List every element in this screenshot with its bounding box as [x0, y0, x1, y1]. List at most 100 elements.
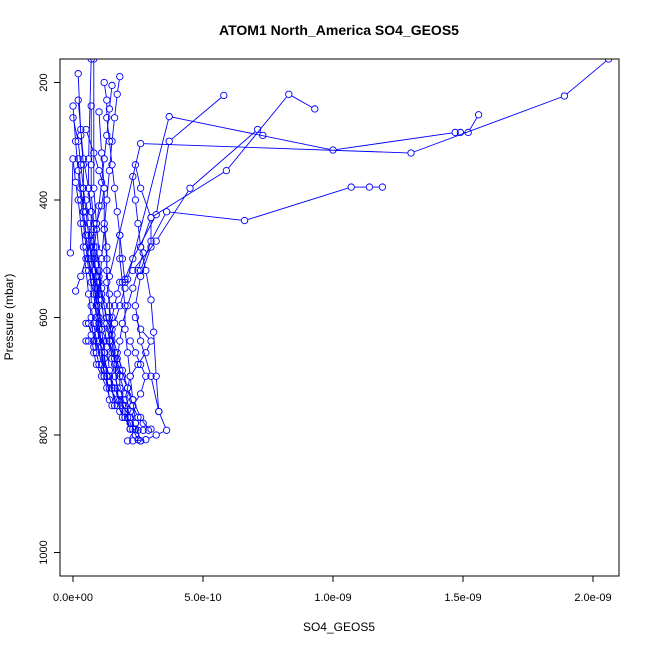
series-line-segment — [114, 361, 118, 374]
data-point — [116, 255, 124, 263]
series-line-segment — [93, 191, 97, 221]
series-line-segment — [122, 308, 128, 321]
data-point — [77, 125, 85, 134]
data-point — [108, 137, 116, 145]
series-23 — [129, 125, 267, 275]
series-line-segment — [131, 366, 137, 374]
series-line-segment — [143, 143, 408, 154]
series-line-segment — [104, 138, 107, 156]
data-point — [134, 266, 142, 275]
data-point — [87, 302, 95, 310]
data-point — [126, 419, 134, 427]
series-line-segment — [101, 232, 105, 256]
series-line-segment — [146, 343, 151, 351]
data-point — [74, 155, 82, 163]
series-line-segment — [106, 120, 110, 139]
series-line-segment — [120, 402, 125, 409]
series-line-segment — [97, 367, 101, 374]
data-point — [126, 425, 134, 433]
data-point — [71, 137, 80, 145]
data-point — [131, 161, 140, 169]
data-point — [131, 419, 140, 427]
series-line-segment — [73, 120, 78, 139]
data-point — [116, 72, 124, 81]
series-line-segment — [172, 116, 330, 150]
data-point — [95, 166, 103, 175]
series-line-segment — [117, 355, 122, 368]
series-line-segment — [104, 226, 107, 244]
series-line-segment — [85, 250, 89, 268]
data-point — [90, 337, 98, 345]
series-line-segment — [86, 132, 94, 151]
data-point — [77, 184, 85, 192]
data-point — [121, 407, 129, 416]
series-18 — [95, 72, 124, 298]
data-point — [74, 196, 82, 204]
data-point — [92, 272, 101, 281]
series-line-segment — [106, 112, 110, 133]
series-line-segment — [101, 355, 105, 374]
series-line-segment — [134, 396, 140, 404]
data-point — [79, 243, 88, 251]
data-point — [69, 114, 77, 122]
series-13 — [87, 102, 108, 375]
data-point — [147, 243, 155, 251]
data-point — [92, 260, 101, 269]
data-point — [100, 219, 108, 228]
data-point — [90, 319, 98, 328]
series-line-segment — [70, 162, 74, 250]
data-point — [87, 190, 95, 198]
x-tick-label: 1.5e-09 — [444, 592, 481, 604]
data-point — [103, 131, 111, 140]
series-line-segment — [120, 396, 125, 409]
data-point — [97, 360, 106, 369]
series-line-segment — [112, 338, 117, 350]
data-point — [136, 390, 145, 398]
data-point — [147, 213, 155, 222]
series-line-segment — [135, 279, 141, 303]
data-point — [131, 349, 140, 357]
data-point — [103, 196, 111, 204]
data-point — [129, 425, 137, 433]
data-point — [87, 331, 95, 339]
data-point — [136, 325, 145, 333]
series-36 — [110, 249, 147, 380]
series-line-segment — [141, 191, 151, 215]
data-point — [253, 125, 262, 134]
data-point — [95, 202, 103, 210]
series-line-segment — [93, 273, 97, 291]
series-line-segment — [120, 379, 125, 391]
series-line-segment — [128, 390, 132, 398]
data-point — [100, 155, 108, 163]
x-axis: 0.0e+00 5.0e-10 1.0e-09 1.5e-09 2.0e-09 — [53, 575, 612, 604]
series-line-segment — [83, 250, 87, 268]
series-line-segment — [76, 279, 81, 289]
series-line-segment — [88, 226, 92, 244]
series-line-segment — [80, 203, 84, 221]
series-line-segment — [114, 97, 118, 115]
data-point — [79, 219, 88, 228]
data-point — [105, 384, 114, 392]
series-line-segment — [96, 285, 100, 303]
data-point — [87, 313, 95, 322]
data-point — [103, 114, 111, 122]
y-tick-label: 800 — [38, 426, 50, 444]
series-line-segment — [136, 355, 140, 362]
series-line-segment — [83, 191, 87, 209]
series-line-segment — [83, 161, 89, 186]
data-point — [347, 183, 355, 191]
data-point — [604, 59, 613, 63]
series-line-segment — [133, 273, 138, 286]
data-point — [105, 166, 114, 175]
data-point — [82, 231, 90, 239]
data-point — [121, 390, 129, 398]
series-line-segment — [141, 367, 145, 374]
data-point — [152, 372, 160, 380]
series-line-segment — [96, 308, 100, 327]
series-line-segment — [132, 179, 136, 197]
data-point — [90, 243, 98, 251]
series-line-segment — [93, 256, 97, 274]
series-line-segment — [135, 167, 141, 186]
data-point — [126, 337, 134, 345]
series-line-segment — [247, 187, 349, 221]
